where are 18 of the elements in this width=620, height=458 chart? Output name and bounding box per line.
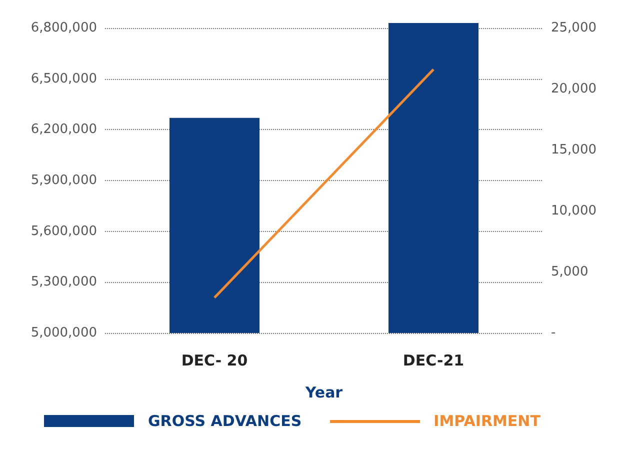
y2-tick-label: 10,000 bbox=[551, 203, 596, 218]
y2-tick-label: 15,000 bbox=[551, 142, 596, 158]
text: IMPAIRMENT bbox=[434, 412, 540, 430]
y-tick-label: 6,800,000 bbox=[30, 20, 97, 36]
y-tick-label: 6,200,000 bbox=[30, 122, 97, 138]
y-tick-label: 5,000,000 bbox=[30, 326, 97, 340]
y-tick-label: 6,500,000 bbox=[30, 71, 97, 86]
y-tick-label: 5,900,000 bbox=[30, 173, 97, 188]
y2-tick-label: 5,000 bbox=[551, 264, 588, 280]
y2-tick-label: - bbox=[551, 326, 556, 340]
y-tick-label: 5,600,000 bbox=[30, 224, 97, 239]
y-tick-label: 5,300,000 bbox=[30, 274, 97, 290]
text: GROSS ADVANCES bbox=[148, 412, 302, 430]
x-tick-label: DEC- 20 bbox=[181, 352, 248, 370]
y2-tick-label: 25,000 bbox=[551, 20, 596, 36]
x-axis-title: Year bbox=[304, 384, 344, 402]
x-tick-label: DEC-21 bbox=[402, 352, 464, 370]
y2-tick-label: 20,000 bbox=[551, 81, 596, 96]
